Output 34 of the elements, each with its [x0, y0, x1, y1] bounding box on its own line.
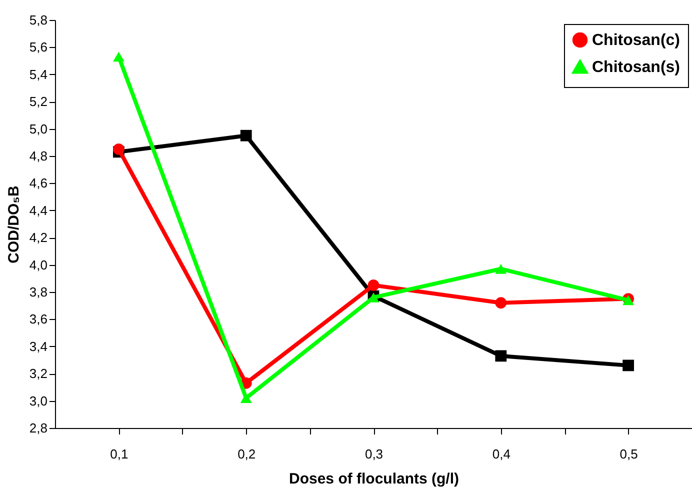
x-tick-label: 0,3: [364, 446, 384, 462]
y-tick-label: 5,8: [29, 12, 48, 28]
y-tick-label: 3,8: [29, 284, 48, 300]
point: [113, 144, 124, 155]
point: [495, 297, 507, 309]
y-tick-label: 4,2: [29, 230, 48, 246]
y-tick-label: 5,4: [29, 66, 48, 82]
point: [495, 264, 507, 274]
x-tick-label: 0,5: [620, 446, 638, 462]
y-axis-title: COD/DO₅B: [5, 185, 22, 264]
x-tick-label: 0,4: [492, 446, 510, 462]
x-axis-title: Doses of floculants (g/l): [288, 470, 460, 488]
y-tick-label: 4,6: [29, 176, 48, 191]
y-tick-label: 4,0: [29, 257, 48, 272]
point: [368, 280, 380, 291]
legend-label: Chitosan(s): [592, 59, 680, 76]
x-tick-label: 0,1: [110, 446, 128, 462]
y-tick-label: 2,8: [29, 420, 48, 436]
point: [240, 393, 252, 404]
y-tick-label: 5,0: [29, 121, 48, 136]
y-tick-label: 4,8: [29, 148, 48, 164]
y-tick-label: 5,2: [29, 94, 48, 110]
y-tick-label: 4,4: [29, 202, 48, 218]
point: [240, 130, 252, 142]
y-tick-label: 3,6: [29, 312, 48, 327]
y-tick-label: 3,0: [29, 393, 48, 408]
point: [495, 350, 507, 362]
point: [622, 360, 634, 372]
x-tick-label: 0,2: [238, 446, 256, 462]
y-tick-label: 3,4: [29, 338, 48, 354]
point: [113, 52, 124, 62]
y-tick-label: 5,6: [29, 40, 48, 55]
legend-label: Chitosan(c): [592, 32, 680, 49]
y-tick-label: 3,2: [29, 366, 48, 382]
